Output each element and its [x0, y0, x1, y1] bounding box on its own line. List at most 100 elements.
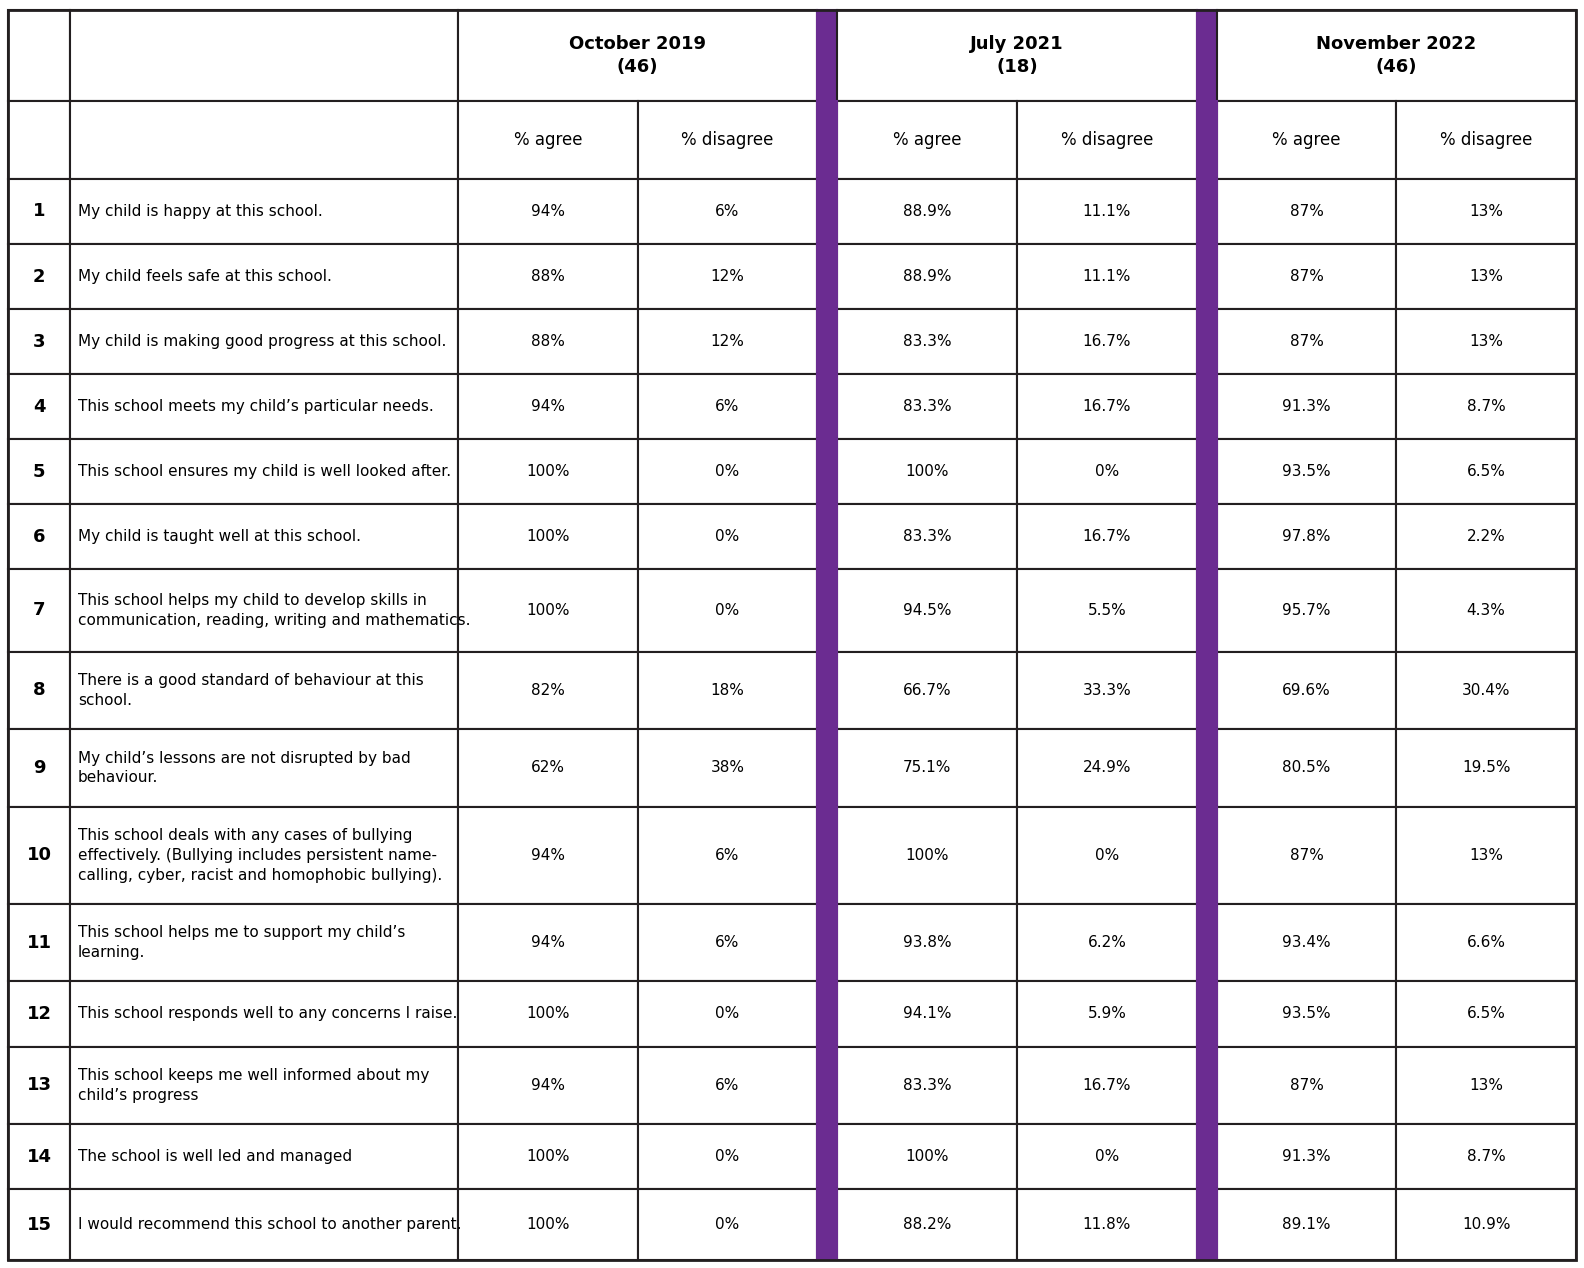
Bar	[1017, 569, 1196, 652]
Bar	[458, 374, 638, 439]
Bar	[1217, 652, 1397, 729]
Bar	[1017, 243, 1196, 309]
Bar	[8, 729, 70, 806]
Text: 0%: 0%	[716, 1007, 740, 1022]
Bar	[1217, 806, 1397, 904]
Text: 94%: 94%	[531, 399, 565, 415]
Bar	[817, 1046, 838, 1125]
Bar	[458, 101, 638, 179]
Bar	[817, 374, 838, 439]
Bar	[8, 1125, 70, 1189]
Bar	[817, 806, 838, 904]
Bar	[1217, 904, 1397, 981]
Text: 11.1%: 11.1%	[1082, 269, 1131, 284]
Text: 88.9%: 88.9%	[903, 204, 952, 219]
Bar	[1017, 101, 1196, 179]
Bar	[1217, 309, 1397, 374]
Text: 16.7%: 16.7%	[1082, 335, 1131, 349]
Bar	[817, 1125, 838, 1189]
Bar	[817, 1189, 838, 1260]
Bar	[838, 652, 1017, 729]
Bar	[1217, 1125, 1397, 1189]
Text: 5.5%: 5.5%	[1088, 604, 1126, 618]
Text: 100%: 100%	[526, 464, 570, 479]
Bar	[8, 1046, 70, 1125]
Bar	[1196, 652, 1217, 729]
Bar	[8, 1189, 70, 1260]
Text: 88.9%: 88.9%	[903, 269, 952, 284]
Bar	[817, 981, 838, 1046]
Bar	[1217, 569, 1397, 652]
Bar	[838, 569, 1017, 652]
Bar	[458, 1046, 638, 1125]
Bar	[8, 505, 70, 569]
Text: 0%: 0%	[1095, 848, 1118, 862]
Text: 100%: 100%	[526, 1217, 570, 1232]
Bar	[1397, 505, 1576, 569]
Text: 11.8%: 11.8%	[1082, 1217, 1131, 1232]
Bar	[458, 309, 638, 374]
Text: 62%: 62%	[531, 761, 565, 776]
Bar	[838, 806, 1017, 904]
Bar	[1196, 1125, 1217, 1189]
Bar	[1397, 243, 1576, 309]
Text: 0%: 0%	[716, 529, 740, 544]
Text: 100%: 100%	[526, 1007, 570, 1022]
Bar	[638, 1046, 817, 1125]
Text: 6.5%: 6.5%	[1467, 464, 1506, 479]
Text: 11.1%: 11.1%	[1082, 204, 1131, 219]
Bar	[1217, 101, 1397, 179]
Text: 69.6%: 69.6%	[1281, 683, 1331, 697]
Text: 87%: 87%	[1289, 335, 1324, 349]
Bar	[1397, 1046, 1576, 1125]
Bar	[70, 981, 458, 1046]
Bar	[817, 505, 838, 569]
Text: 87%: 87%	[1289, 848, 1324, 862]
Text: This school responds well to any concerns I raise.: This school responds well to any concern…	[78, 1007, 458, 1022]
Text: 75.1%: 75.1%	[903, 761, 952, 776]
Bar	[1217, 505, 1397, 569]
Bar	[1017, 374, 1196, 439]
Bar	[1017, 1189, 1196, 1260]
Text: 100%: 100%	[906, 464, 949, 479]
Text: 87%: 87%	[1289, 269, 1324, 284]
Bar	[638, 309, 817, 374]
Text: 10: 10	[27, 846, 52, 865]
Bar	[1017, 505, 1196, 569]
Text: 12%: 12%	[711, 269, 744, 284]
Bar	[1196, 729, 1217, 806]
Bar	[70, 505, 458, 569]
Text: 87%: 87%	[1289, 204, 1324, 219]
Text: 13%: 13%	[1470, 848, 1503, 862]
Bar	[838, 1125, 1017, 1189]
Bar	[1196, 243, 1217, 309]
Bar	[1196, 1189, 1217, 1260]
Text: My child feels safe at this school.: My child feels safe at this school.	[78, 269, 333, 284]
Text: 100%: 100%	[526, 1149, 570, 1164]
Text: July 2021
(18): July 2021 (18)	[969, 34, 1064, 76]
Bar	[838, 179, 1017, 243]
Bar	[1217, 10, 1576, 101]
Text: 80.5%: 80.5%	[1283, 761, 1331, 776]
Bar	[458, 505, 638, 569]
Bar	[1017, 439, 1196, 505]
Bar	[8, 10, 70, 101]
Text: 2: 2	[33, 268, 46, 285]
Bar	[1196, 374, 1217, 439]
Text: 16.7%: 16.7%	[1082, 529, 1131, 544]
Text: This school helps me to support my child’s
learning.: This school helps me to support my child…	[78, 926, 406, 960]
Bar	[638, 981, 817, 1046]
Text: 93.5%: 93.5%	[1281, 464, 1331, 479]
Text: This school helps my child to develop skills in
communication, reading, writing : This school helps my child to develop sk…	[78, 593, 470, 628]
Text: 95.7%: 95.7%	[1283, 604, 1331, 618]
Text: 13%: 13%	[1470, 269, 1503, 284]
Text: 13%: 13%	[1470, 1078, 1503, 1093]
Bar	[817, 10, 838, 101]
Text: 94.1%: 94.1%	[903, 1007, 952, 1022]
Bar	[817, 101, 838, 179]
Bar	[838, 1189, 1017, 1260]
Bar	[638, 904, 817, 981]
Text: % disagree: % disagree	[1440, 131, 1532, 150]
Bar	[1017, 729, 1196, 806]
Text: My child’s lessons are not disrupted by bad
behaviour.: My child’s lessons are not disrupted by …	[78, 751, 410, 785]
